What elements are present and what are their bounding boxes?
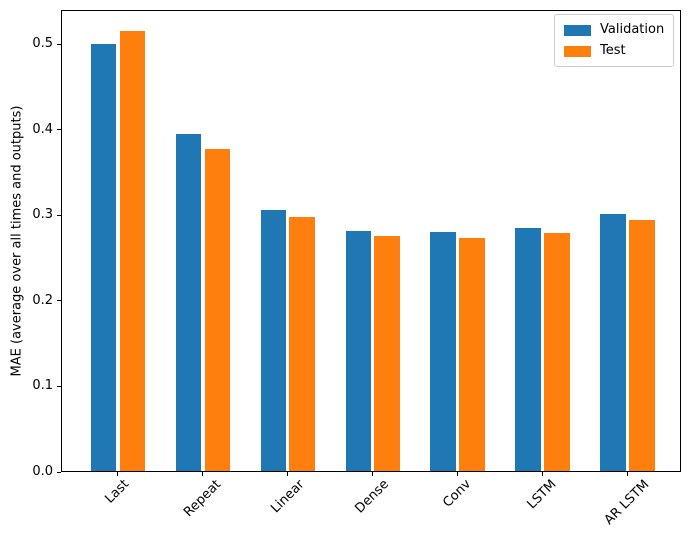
bar-test-repeat bbox=[204, 149, 230, 471]
bar-test-ar-lstm bbox=[629, 220, 655, 471]
y-tick-mark bbox=[57, 43, 61, 45]
legend-swatch-test bbox=[564, 45, 591, 57]
x-tick-label-lstm: LSTM bbox=[524, 477, 560, 513]
legend-item-validation: Validation bbox=[564, 22, 664, 38]
legend: Validation Test bbox=[554, 14, 675, 67]
plot-area bbox=[61, 10, 681, 472]
bar-test-lstm bbox=[544, 233, 570, 471]
x-tick-mark bbox=[287, 472, 289, 476]
x-tick-mark bbox=[117, 472, 119, 476]
bar-test-conv bbox=[459, 237, 485, 471]
x-tick-label-ar-lstm: AR LSTM bbox=[601, 477, 653, 528]
bar-validation-conv bbox=[430, 232, 456, 471]
x-tick-label-dense: Dense bbox=[352, 476, 393, 517]
bar-test-last bbox=[119, 31, 146, 471]
bar-validation-ar-lstm bbox=[600, 214, 626, 471]
x-tick-label-last: Last bbox=[102, 476, 133, 507]
y-tick-label: 0.4 bbox=[32, 121, 53, 137]
bar-validation-last bbox=[90, 44, 117, 471]
legend-label-validation: Validation bbox=[600, 22, 665, 37]
y-tick-label: 0.3 bbox=[32, 207, 53, 223]
y-tick-mark bbox=[57, 300, 61, 302]
bar-validation-repeat bbox=[175, 134, 202, 471]
y-tick-mark bbox=[57, 214, 61, 216]
x-tick-mark bbox=[626, 472, 628, 476]
x-tick-mark bbox=[202, 472, 204, 476]
x-tick-mark bbox=[457, 472, 459, 476]
y-tick-mark bbox=[57, 129, 61, 131]
y-axis-label: MAE (average over all times and outputs) bbox=[9, 105, 25, 377]
y-tick-mark bbox=[57, 471, 61, 473]
bar-validation-lstm bbox=[515, 228, 541, 471]
y-tick-label: 0.2 bbox=[32, 292, 53, 308]
legend-swatch-validation bbox=[564, 24, 591, 36]
x-tick-mark bbox=[542, 472, 544, 476]
x-tick-label-conv: Conv bbox=[440, 476, 475, 511]
bar-test-dense bbox=[374, 235, 400, 471]
legend-label-test: Test bbox=[600, 43, 626, 58]
y-tick-mark bbox=[57, 385, 61, 387]
y-tick-label: 0.1 bbox=[32, 378, 53, 394]
y-tick-label: 0.0 bbox=[32, 464, 53, 479]
x-tick-mark bbox=[372, 472, 374, 476]
x-tick-label-linear: Linear bbox=[268, 476, 308, 517]
x-tick-label-repeat: Repeat bbox=[180, 477, 224, 521]
bar-validation-dense bbox=[345, 230, 371, 471]
legend-item-test: Test bbox=[564, 43, 664, 59]
y-tick-label: 0.5 bbox=[32, 36, 53, 52]
bar-validation-linear bbox=[260, 210, 287, 471]
bar-test-linear bbox=[289, 217, 315, 471]
